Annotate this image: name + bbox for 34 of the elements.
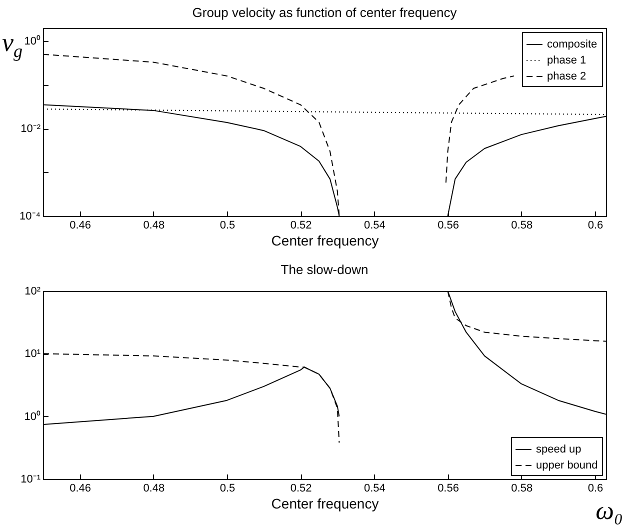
text: ω₀	[596, 496, 623, 525]
x-tick-label: 0.5	[220, 482, 236, 494]
x-axis-title: Center frequency	[271, 232, 379, 248]
y-tick-label: 10¹	[24, 348, 41, 360]
x-tick-label: 0.54	[364, 482, 386, 494]
x-tick-label: 0.48	[143, 220, 165, 232]
y-axis-title: v$_{g}$	[2, 28, 23, 62]
y-tick-label: 10⁻²	[20, 123, 41, 136]
y-tick-label: 10²	[24, 286, 41, 298]
x-tick-label: 0.6	[588, 220, 604, 232]
x-tick-label: 0.6	[588, 482, 604, 494]
x-tick-label: 0.46	[70, 482, 92, 494]
legend-label: speed up	[536, 444, 582, 456]
x-tick-label: 0.56	[438, 220, 459, 232]
x-tick-label: 0.46	[70, 220, 92, 232]
x-tick-label: 0.56	[438, 482, 459, 494]
x-tick-label: 0.52	[290, 220, 312, 232]
y-tick-label: 10⁻¹	[20, 474, 41, 486]
x-tick-label: 0.48	[143, 482, 165, 494]
x-tick-label: 0.58	[511, 482, 533, 494]
x-tick-label: 0.52	[290, 482, 312, 494]
legend-label: upper bound	[536, 460, 598, 472]
legend-label: composite	[547, 38, 598, 50]
x-axis-title: Center frequency	[271, 496, 379, 512]
chart-title: Group velocity as function of center frequency	[192, 5, 458, 20]
y-tick-label: 10⁻⁴	[20, 210, 41, 222]
x-tick-label: 0.54	[364, 220, 386, 232]
x-tick-label: 0.5	[220, 220, 236, 232]
legend-label: phase 1	[547, 54, 586, 66]
x-tick-label: 0.58	[511, 220, 533, 232]
legend-label: phase 2	[547, 70, 586, 82]
y-tick-label: 10⁰	[24, 410, 40, 423]
chart-title: The slow-down	[280, 262, 368, 277]
y-tick-label: 10⁰	[24, 34, 40, 48]
